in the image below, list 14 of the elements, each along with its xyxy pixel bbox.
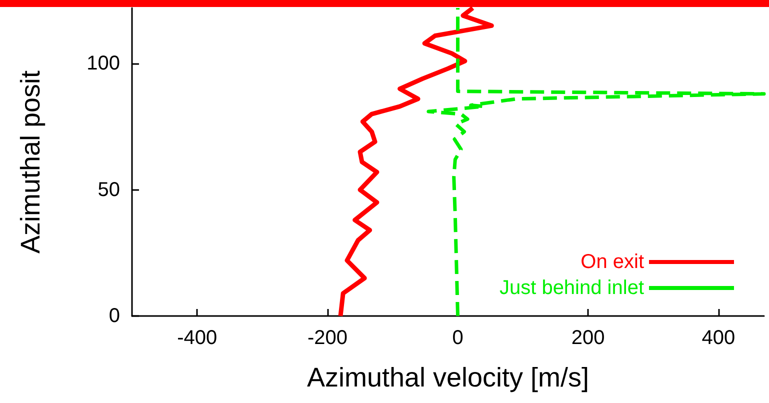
x-axis-title: Azimuthal velocity [m/s]	[306, 362, 590, 392]
legend-label: On exit	[580, 251, 644, 273]
line-series	[426, 6, 766, 318]
x-tick-label: 200	[571, 327, 605, 349]
x-tick-label: -400	[177, 327, 218, 349]
line-series	[338, 6, 494, 318]
legend-label: Just behind inlet	[499, 277, 644, 299]
x-tick-label: -200	[307, 327, 348, 349]
x-tick-label: 0	[452, 327, 464, 349]
y-tick-label: 100	[86, 52, 120, 75]
x-tick-label: 400	[702, 327, 736, 349]
y-axis-title: Azimuthal posit	[16, 70, 46, 254]
y-tick-label: 0	[108, 305, 120, 327]
y-tick-label: 50	[98, 178, 120, 201]
